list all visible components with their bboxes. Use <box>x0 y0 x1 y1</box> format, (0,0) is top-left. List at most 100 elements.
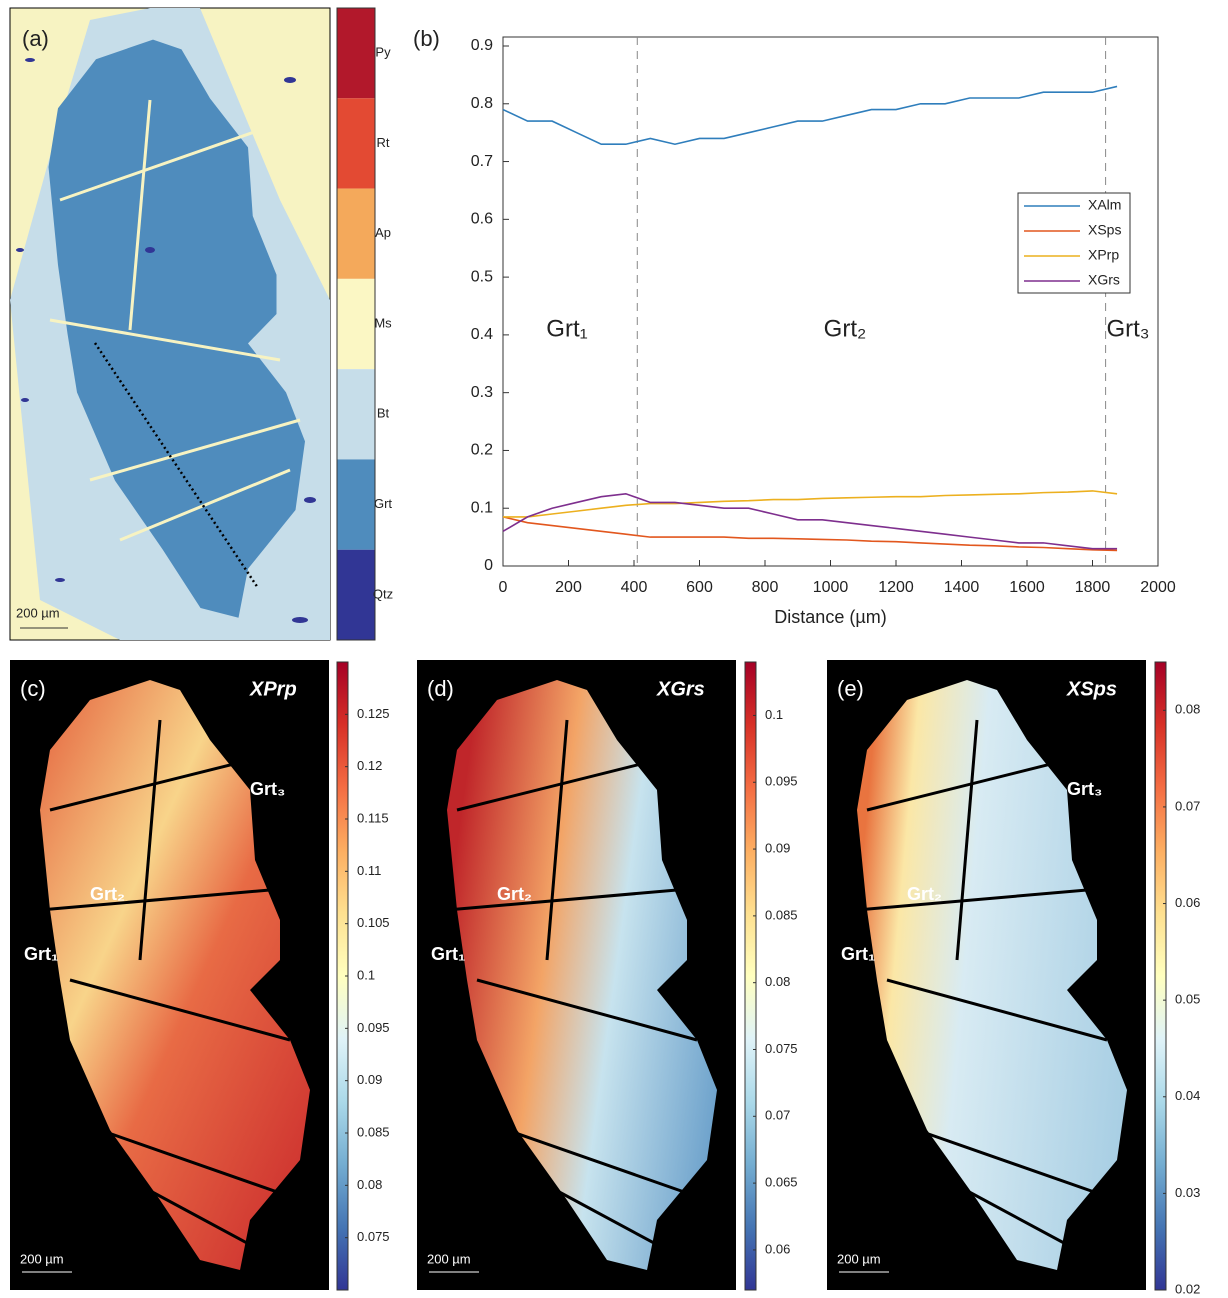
crack <box>506 1128 708 1202</box>
colorbar-tick-label: 0.06 <box>765 1241 790 1256</box>
crack <box>99 1128 301 1202</box>
crack <box>955 719 979 961</box>
x-tick-label: 1400 <box>944 579 980 596</box>
grain-label: Grt₃ <box>1067 779 1102 799</box>
colorbar-tick-label: 0.075 <box>357 1229 390 1244</box>
series-line <box>502 492 1118 550</box>
colorbar-tick-label: 0.03 <box>1175 1185 1200 1200</box>
crack <box>129 1178 261 1252</box>
scale-bar-label: 200 µm <box>427 1251 471 1266</box>
series-line <box>502 85 1118 146</box>
colorbar-tick-label: 0.125 <box>357 706 390 721</box>
phase-map: (a) 200 µm <box>9 7 331 641</box>
x-tick-label: 600 <box>686 579 713 596</box>
grain-label: Grt₁ <box>841 944 875 964</box>
composition-maps: (c) XPrp Grt₁ Grt₂ Grt₃ 200 µm 0.075 0.08 0.085 0… <box>10 660 1200 1296</box>
panel-label: (d) <box>427 676 454 701</box>
legend-label: Py <box>375 45 391 60</box>
series-line <box>503 490 1118 518</box>
zone-label: Grt₁ <box>546 315 587 342</box>
colorbar-tick-label: 0.115 <box>357 810 389 825</box>
crack <box>916 1128 1118 1202</box>
x-tick-label: 1800 <box>1075 579 1111 596</box>
legend-swatch <box>337 8 375 99</box>
x-tick-label: 200 <box>555 579 582 596</box>
cracks <box>49 99 301 542</box>
y-tick-label: 0.6 <box>471 211 493 228</box>
y-tick-label: 0.8 <box>471 95 493 112</box>
legend-label: Qtz <box>373 586 393 601</box>
y-tick-label: 0.5 <box>471 268 493 285</box>
x-tick-label: 800 <box>752 579 779 596</box>
colorbar-tick-label: 0.05 <box>1175 992 1200 1007</box>
y-tick-label: 0.7 <box>471 153 493 170</box>
zone-label: Grt₃ <box>1106 315 1149 342</box>
panel-label: (a) <box>22 26 49 51</box>
colorbar <box>1154 661 1167 1291</box>
scale-bar-label: 200 µm <box>16 605 60 620</box>
grain-label: Grt₃ <box>250 779 285 799</box>
legend-label: Grt <box>374 496 392 511</box>
crack <box>856 888 1088 912</box>
colorbar-tick-label: 0.1 <box>357 967 375 982</box>
crack <box>886 978 1108 1042</box>
y-tick-label: 0.9 <box>471 37 493 54</box>
x-tick-label: 2000 <box>1140 579 1176 596</box>
legend-swatch <box>337 188 375 279</box>
crack <box>49 758 251 812</box>
crack <box>138 719 162 961</box>
colorbar-tick-label: 0.06 <box>1175 895 1200 910</box>
x-axis-label: Distance (µm) <box>774 607 886 627</box>
panel-label: (e) <box>837 676 864 701</box>
legend-swatch <box>337 278 375 370</box>
scale-bar-label: 200 µm <box>20 1251 64 1266</box>
legend-label: XAlm <box>1088 197 1121 213</box>
plot-frame <box>502 36 1159 567</box>
quartz-grains <box>16 58 316 623</box>
x-tick-label: 1600 <box>1009 579 1045 596</box>
zone-label: Grt₂ <box>824 315 867 342</box>
legend-box <box>1017 192 1131 294</box>
y-tick-label: 0 <box>484 557 493 574</box>
map-title: XGrs <box>656 678 705 700</box>
map-title: XSps <box>1066 678 1117 700</box>
legend-swatch <box>337 98 375 189</box>
grain-label: Grt₁ <box>24 944 58 964</box>
cracks <box>446 719 708 1252</box>
crack <box>39 888 271 912</box>
colorbar-tick-label: 0.07 <box>765 1108 790 1123</box>
legend-frame <box>336 7 376 641</box>
panel-label: (c) <box>20 676 46 701</box>
legend-label: Rt <box>377 135 390 150</box>
grain-label: Grt₁ <box>431 944 465 964</box>
crack <box>456 758 658 812</box>
x-tick-label: 400 <box>621 579 648 596</box>
phase-legend: Py Rt Ap Ms Bt Grt Qtz <box>336 7 393 641</box>
legend-label: XGrs <box>1088 272 1120 288</box>
crack <box>69 978 291 1042</box>
colorbar <box>744 661 757 1291</box>
crack <box>476 978 698 1042</box>
crack <box>536 1178 668 1252</box>
panel-label: (b) <box>413 26 440 51</box>
y-tick-label: 0.4 <box>471 326 493 343</box>
y-tick-label: 0.3 <box>471 384 493 401</box>
colorbar-tick-label: 0.08 <box>765 974 790 989</box>
crack <box>446 888 678 912</box>
legend-swatch <box>337 459 375 550</box>
map-title: XPrp <box>249 678 297 700</box>
legend-swatch <box>337 549 375 640</box>
colorbar-tick-label: 0.02 <box>1175 1281 1200 1296</box>
scale-bar-label: 200 µm <box>837 1251 881 1266</box>
colorbar-tick-label: 0.095 <box>765 774 798 789</box>
x-tick-label: 1200 <box>878 579 914 596</box>
colorbar-tick-label: 0.065 <box>765 1175 798 1190</box>
crack <box>946 1178 1078 1252</box>
colorbar-tick-label: 0.04 <box>1175 1088 1200 1103</box>
legend-label: Bt <box>377 406 390 421</box>
colorbar-tick-label: 0.09 <box>765 841 790 856</box>
cracks <box>856 719 1118 1252</box>
colorbar-tick-label: 0.105 <box>357 915 390 930</box>
legend-label: Ms <box>374 315 392 330</box>
